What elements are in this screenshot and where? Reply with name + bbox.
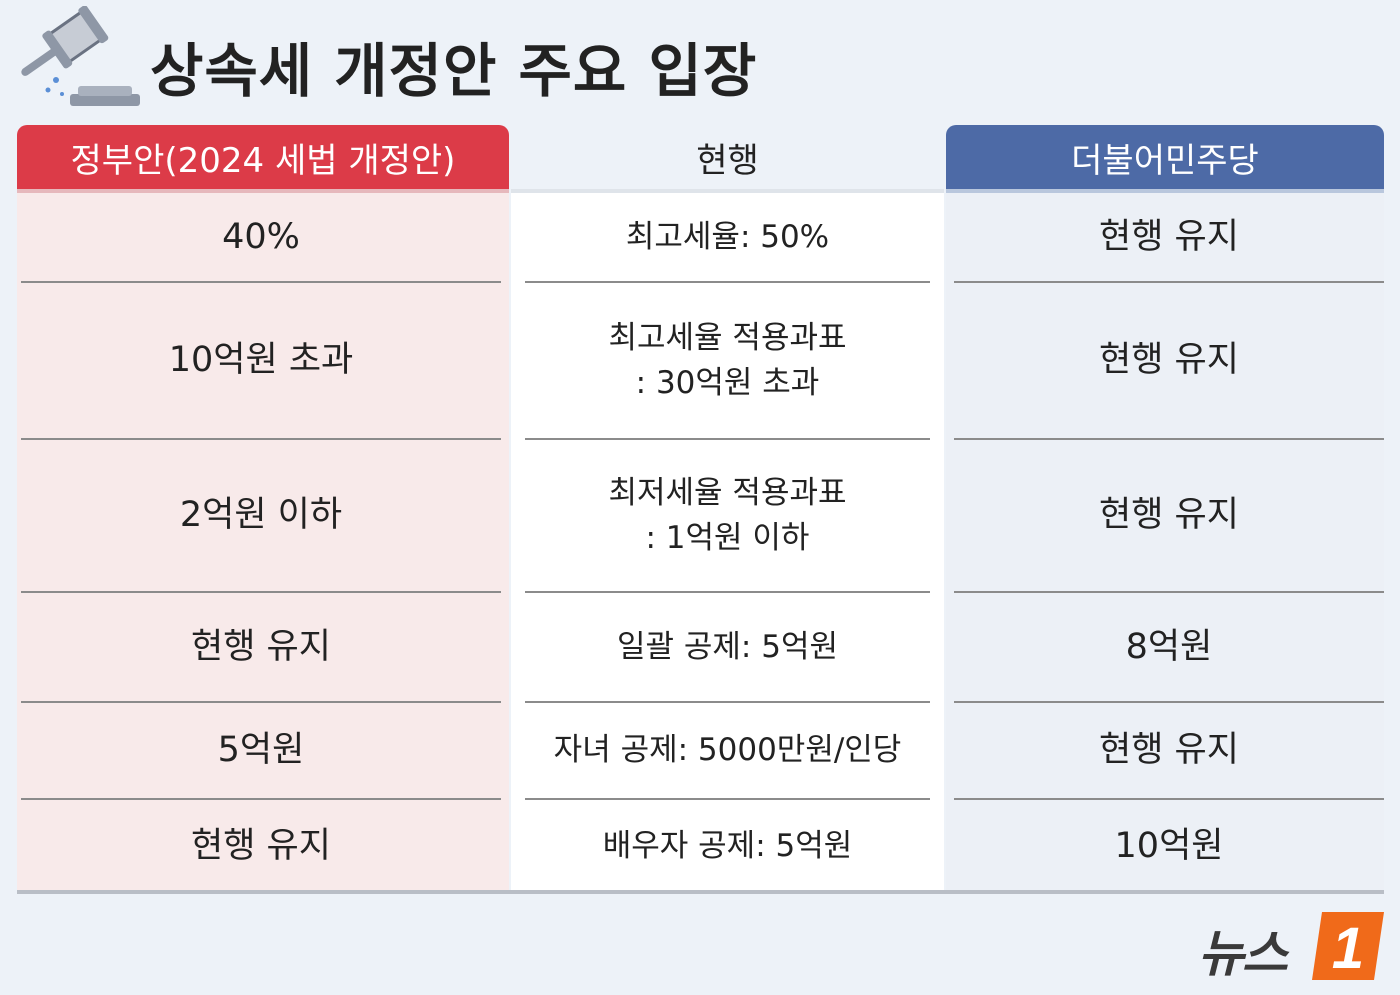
current-cell-text: 최고세율 적용과표 — [608, 319, 847, 356]
page-title: 상속세 개정안 주요 입장 — [150, 37, 758, 105]
table-bottom-rule — [17, 890, 1384, 894]
column-current-body: 최고세율: 50% 최고세율 적용과표 : 30억원 초과 최저세율 적용과표 … — [511, 189, 944, 892]
current-cell-lowest-bracket: 최저세율 적용과표 : 1억원 이하 — [525, 440, 930, 593]
gov-cell-child-deduction: 5억원 — [21, 703, 501, 800]
header-government: 정부안(2024 세법 개정안) — [17, 125, 509, 189]
current-cell-text: 최저세율 적용과표 — [608, 474, 847, 511]
gov-cell-spouse-deduction: 현행 유지 — [191, 825, 331, 866]
logo-text: 뉴스 — [1198, 925, 1288, 983]
gov-cell-top-bracket: 10억원 초과 — [21, 283, 501, 440]
news1-logo: 뉴스 1 — [1198, 910, 1388, 983]
current-cell-top-bracket: 최고세율 적용과표 : 30억원 초과 — [525, 283, 930, 440]
gov-cell-top-rate: 40% — [21, 193, 501, 283]
current-cell-text: 자녀 공제: 5000만원/인당 — [553, 732, 902, 769]
current-cell-text: : 1억원 이하 — [645, 519, 810, 556]
dem-cell-lowest-bracket: 현행 유지 — [954, 440, 1384, 593]
current-cell-text: : 30억원 초과 — [635, 364, 820, 401]
current-cell-text: 최고세율: 50% — [625, 218, 830, 255]
current-cell-top-rate: 최고세율: 50% — [525, 193, 930, 283]
current-cell-lump-sum-deduction: 일괄 공제: 5억원 — [525, 593, 930, 703]
dem-cell-top-rate: 현행 유지 — [954, 193, 1384, 283]
logo-badge-icon: 1 — [1312, 912, 1384, 981]
column-democratic-party: 더불어민주당 현행 유지 현행 유지 현행 유지 8억원 현행 유지 10억원 — [946, 125, 1384, 892]
column-government-body: 40% 10억원 초과 2억원 이하 현행 유지 5억원 현행 유지 — [17, 189, 509, 892]
column-democratic-party-body: 현행 유지 현행 유지 현행 유지 8억원 현행 유지 10억원 — [946, 189, 1384, 892]
current-cell-spouse-deduction: 배우자 공제: 5억원 — [525, 800, 930, 892]
gavel-icon — [21, 6, 140, 106]
current-cell-text: 배우자 공제: 5억원 — [602, 827, 853, 864]
logo-badge-number: 1 — [1332, 916, 1364, 981]
dem-cell-lump-sum-deduction: 8억원 — [954, 593, 1384, 703]
column-government: 정부안(2024 세법 개정안) 40% 10억원 초과 2억원 이하 현행 유… — [17, 125, 509, 892]
gov-cell-lump-sum-deduction: 현행 유지 — [21, 593, 501, 703]
gov-cell-lowest-bracket: 2억원 이하 — [21, 440, 501, 593]
header-current: 현행 — [696, 140, 759, 181]
current-cell-child-deduction: 자녀 공제: 5000만원/인당 — [525, 703, 930, 800]
dem-cell-spouse-deduction: 10억원 — [1114, 825, 1224, 866]
header-democratic-party: 더불어민주당 — [946, 125, 1384, 189]
current-cell-text: 일괄 공제: 5억원 — [617, 628, 838, 665]
column-current: 현행 최고세율: 50% 최고세율 적용과표 : 30억원 초과 최저세율 적용… — [511, 125, 944, 892]
dem-cell-top-bracket: 현행 유지 — [954, 283, 1384, 440]
dem-cell-child-deduction: 현행 유지 — [954, 703, 1384, 800]
